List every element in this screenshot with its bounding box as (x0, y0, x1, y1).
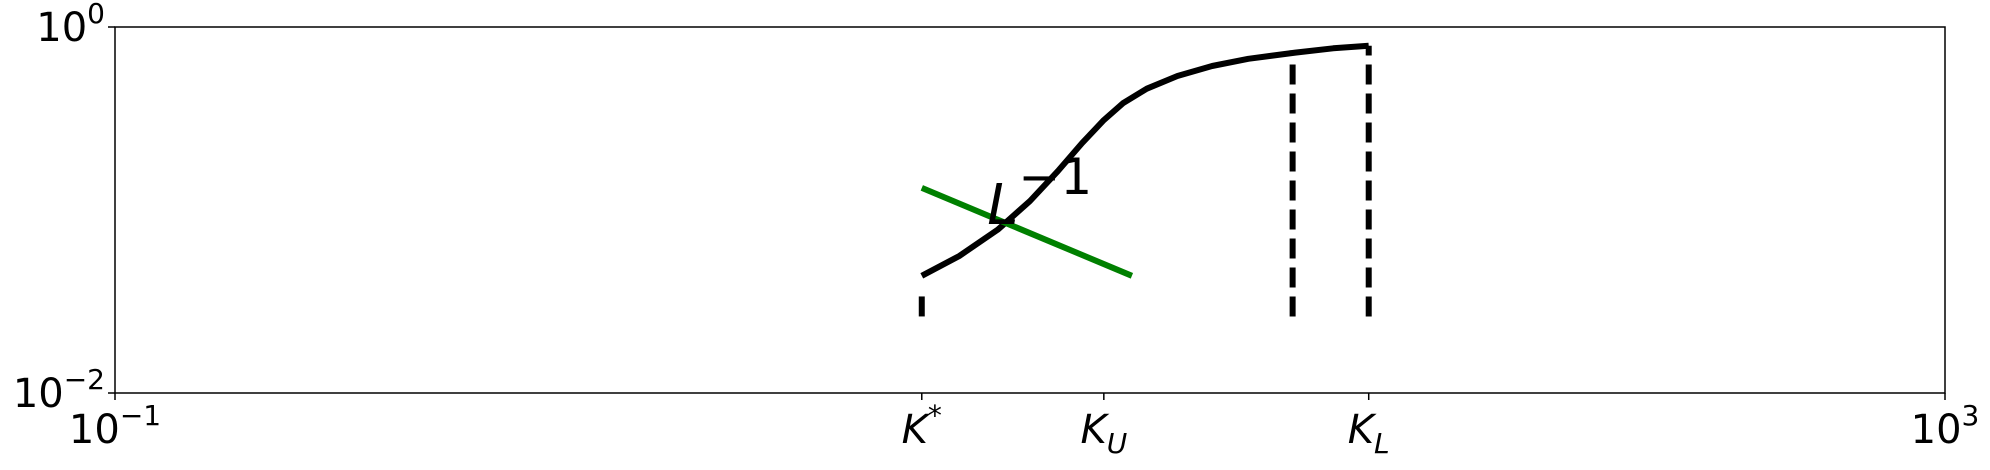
y-tick-label-base-0: 10 (36, 5, 87, 51)
x-symbol-tick-label-sub-2: L (1374, 427, 1390, 460)
annotation-label-sup: −1 (1018, 148, 1092, 206)
y-tick-label-exp-1: −2 (64, 363, 105, 396)
x-symbol-tick-label-sup-0: * (928, 399, 942, 432)
y-tick-label-base-1: 10 (13, 371, 64, 417)
y-tick-label-exp-0: 0 (87, 0, 105, 30)
lines-layer (918, 42, 1372, 317)
annotation-label-main: L (987, 173, 1018, 238)
series-line-0 (920, 42, 1369, 279)
x-symbol-tick-label-main-2: K (1348, 407, 1377, 453)
ticks-layer (108, 26, 1946, 400)
x-tick-label-base-0: 10 (69, 407, 120, 453)
x-tick-label-exp-0: −1 (120, 399, 161, 432)
x-tick-label-1: 103 (1911, 399, 1980, 453)
x-symbol-tick-label-2: KL (1348, 407, 1390, 460)
x-symbol-tick-label-main-0: K (902, 407, 931, 453)
series-line-1 (920, 185, 1134, 279)
x-tick-label-0: 10−1 (69, 399, 161, 453)
x-tick-label-exp-1: 3 (1962, 399, 1980, 432)
x-symbol-tick-label-0: K* (902, 399, 942, 453)
y-tick-label-0: 100 (36, 0, 105, 51)
plot-area (114, 26, 1946, 394)
x-symbol-tick-label-sub-1: U (1107, 427, 1128, 460)
x-tick-label-base-1: 10 (1911, 407, 1962, 453)
y-tick-label-1: 10−2 (13, 363, 105, 417)
x-symbol-tick-label-1: KU (1080, 407, 1127, 460)
annotation-label: L−1 (987, 148, 1092, 238)
x-symbol-tick-label-main-1: K (1080, 407, 1109, 453)
